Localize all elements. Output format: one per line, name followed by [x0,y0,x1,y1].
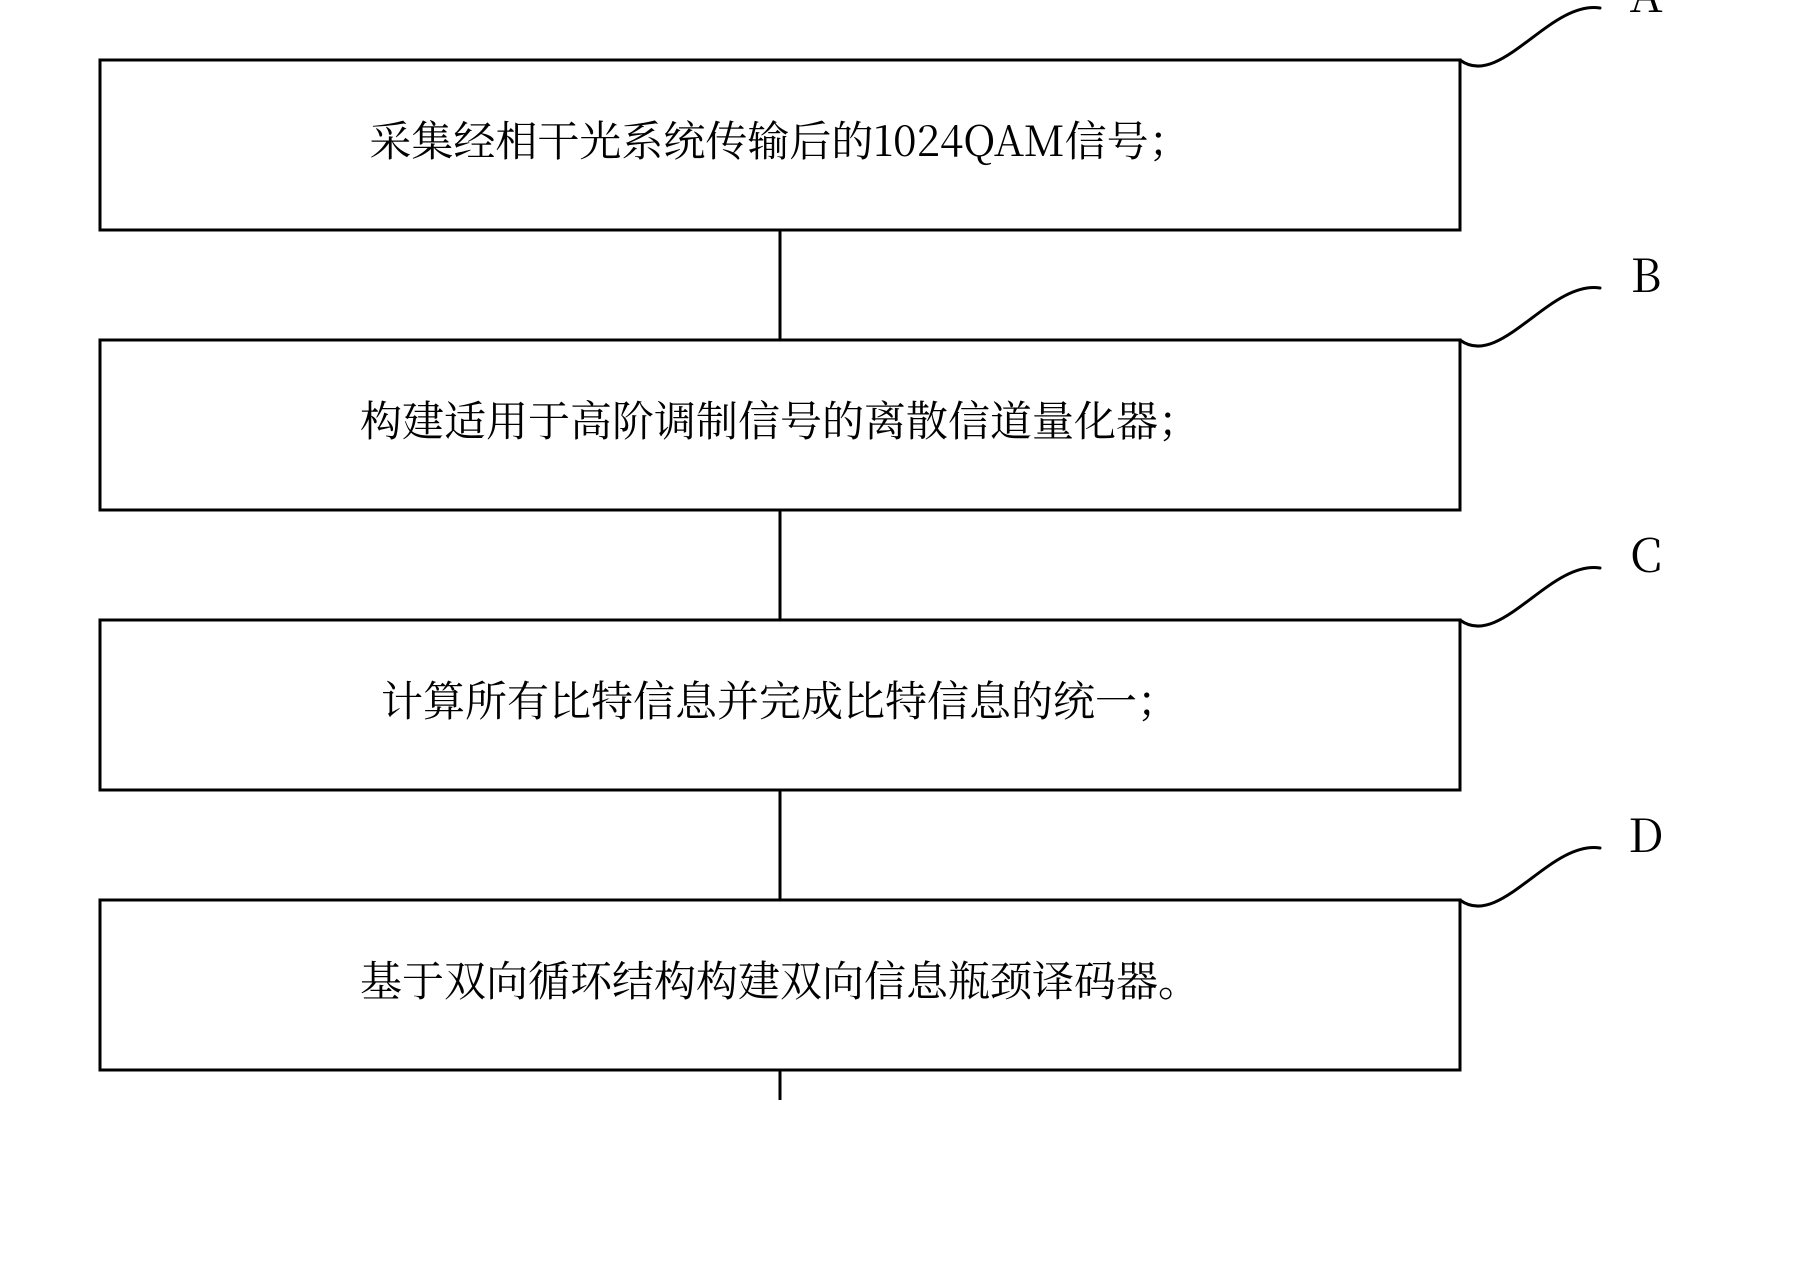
step-label-d: 基于双向循环结构构建双向信息瓶颈译码器。 [360,949,1200,1009]
step-label-a: 采集经相干光系统传输后的1024QAM信号； [369,109,1190,169]
step-label-b: 构建适用于高阶调制信号的离散信道量化器； [360,389,1200,449]
tag-label-d: D [1628,800,1663,866]
tag-label-a: A [1629,0,1662,26]
tag-label-c: C [1630,520,1662,586]
flowchart-canvas: 采集经相干光系统传输后的1024QAM信号； A 构建适用于高阶调制信号的离散信道量… [0,0,1795,1267]
step-label-c: 计算所有比特信息并完成比特信息的统一； [381,669,1179,729]
tag-label-b: B [1631,240,1662,306]
